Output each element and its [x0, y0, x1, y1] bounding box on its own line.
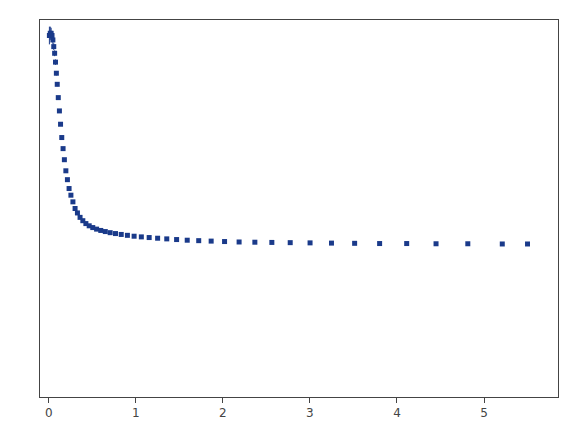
- svg-text:2: 2: [219, 406, 227, 420]
- svg-text:1: 1: [132, 406, 140, 420]
- svg-text:3: 3: [306, 406, 314, 420]
- svg-text:0: 0: [45, 406, 53, 420]
- svg-text:5: 5: [480, 406, 488, 420]
- svg-text:4: 4: [393, 406, 401, 420]
